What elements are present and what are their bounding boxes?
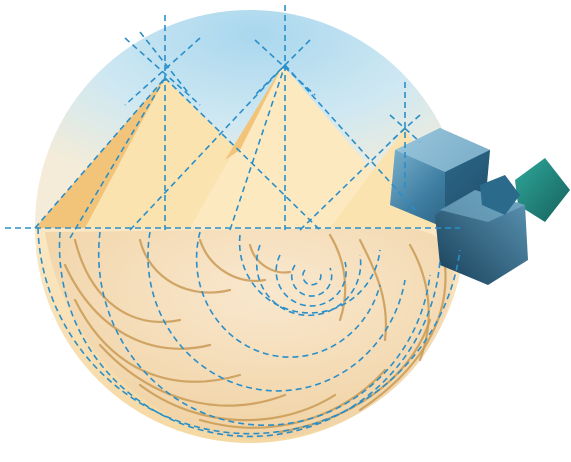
guide-lines — [5, 5, 461, 438]
nautilus-shell — [45, 228, 454, 440]
pyramid-right-shade — [225, 65, 283, 160]
pyramids — [35, 65, 460, 228]
cube-green — [515, 158, 570, 222]
pyramid-left-shade — [35, 78, 165, 228]
cube-small — [480, 175, 520, 215]
crystal-cubes — [390, 128, 570, 285]
